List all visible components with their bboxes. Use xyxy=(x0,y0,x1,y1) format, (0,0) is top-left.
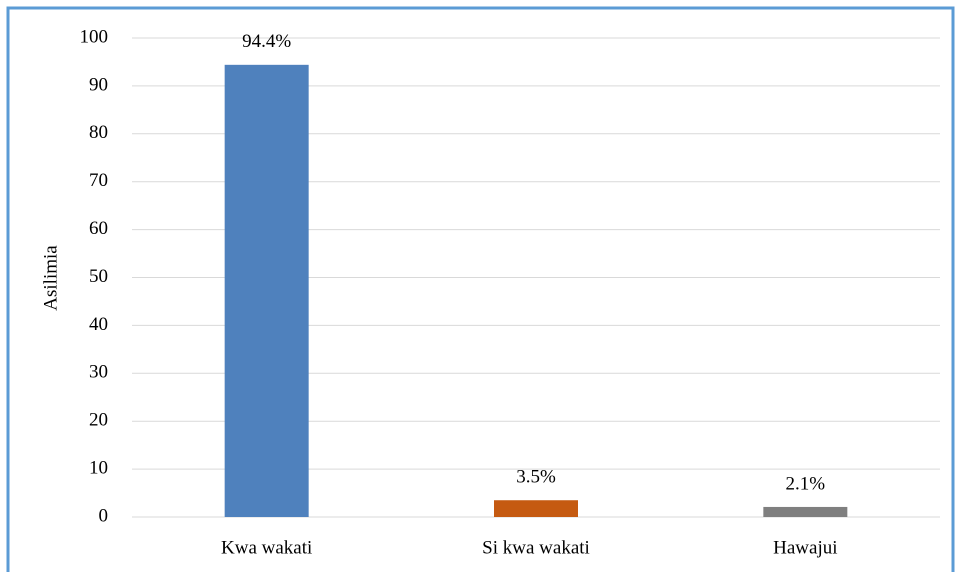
bar xyxy=(494,500,578,517)
y-tick-label: 0 xyxy=(99,505,109,526)
y-tick-label: 30 xyxy=(89,362,108,383)
y-tick-label: 50 xyxy=(89,266,108,287)
y-tick-label: 10 xyxy=(89,457,108,478)
y-tick-label: 70 xyxy=(89,170,108,191)
bar xyxy=(224,64,309,517)
value-label: 2.1% xyxy=(786,473,826,494)
x-tick-label: Kwa wakati xyxy=(221,537,312,558)
bar xyxy=(763,506,848,517)
x-tick-label: Hawajui xyxy=(773,537,837,558)
y-tick-label: 20 xyxy=(89,410,108,431)
y-tick-label: 60 xyxy=(89,218,108,239)
y-tick-label: 40 xyxy=(89,314,108,335)
y-tick-label: 80 xyxy=(89,122,108,143)
y-tick-label: 90 xyxy=(89,74,108,95)
frame xyxy=(6,6,955,572)
value-label: 3.5% xyxy=(516,467,556,488)
x-tick-label: Si kwa wakati xyxy=(482,537,590,558)
value-label: 94.4% xyxy=(242,31,291,52)
y-axis-label: Asilimia xyxy=(40,245,61,311)
y-tick-label: 100 xyxy=(80,26,109,47)
